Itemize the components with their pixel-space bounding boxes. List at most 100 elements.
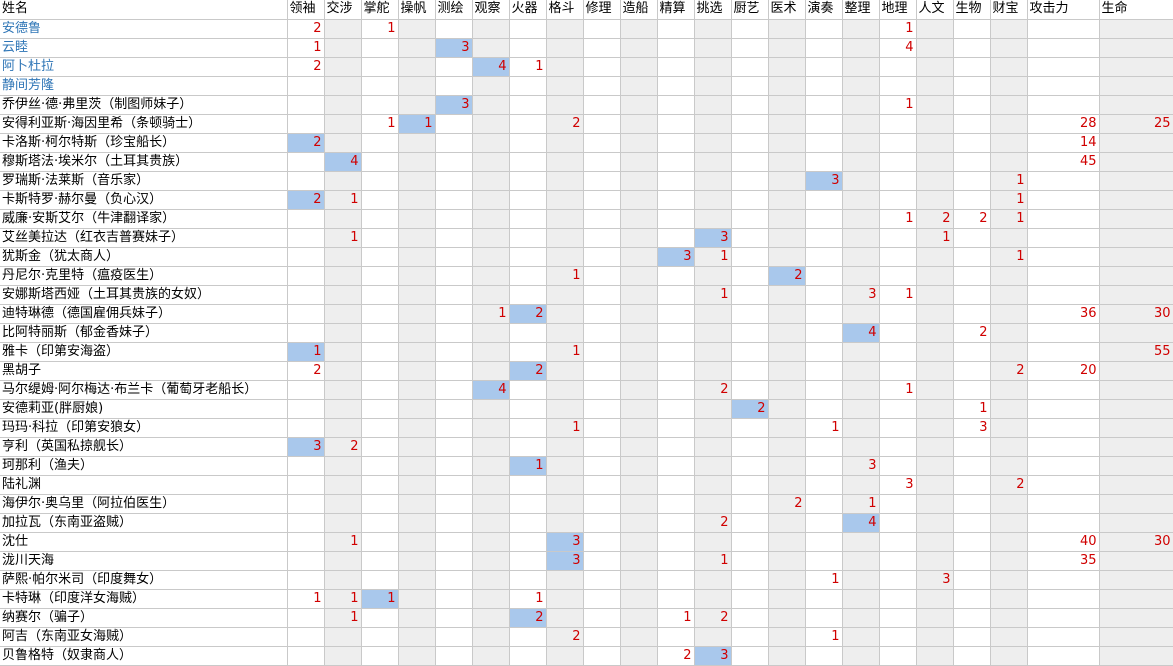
skill-cell[interactable] [990,323,1028,343]
life-cell[interactable] [1099,209,1173,229]
skill-cell[interactable] [361,361,399,381]
column-header[interactable]: 造船 [620,0,658,20]
character-name-cell[interactable]: 萨熙·帕尔米司（印度舞女） [0,570,288,590]
skill-cell[interactable] [805,304,843,324]
skill-cell[interactable] [990,532,1028,552]
skill-cell[interactable]: 4 [472,380,510,400]
skill-cell[interactable]: 3 [435,95,473,115]
skill-cell[interactable] [842,38,880,58]
skill-cell[interactable]: 1 [805,418,843,438]
skill-cell[interactable] [509,38,547,58]
skill-cell[interactable] [583,513,621,533]
skill-cell[interactable] [731,304,769,324]
skill-cell[interactable] [694,133,732,153]
character-name-cell[interactable]: 马尔缇姆·阿尔梅达·布兰卡（葡萄牙老船长） [0,380,288,400]
skill-cell[interactable] [879,494,917,514]
skill-cell[interactable] [842,266,880,286]
character-name-cell[interactable]: 雅卡（印第安海盗） [0,342,288,362]
character-name-cell[interactable]: 阿吉（东南亚女海贼） [0,627,288,647]
skill-cell[interactable] [842,190,880,210]
life-cell[interactable] [1099,608,1173,628]
skill-cell[interactable] [916,266,954,286]
skill-cell[interactable] [509,532,547,552]
skill-cell[interactable] [472,608,510,628]
skill-cell[interactable] [287,399,325,419]
skill-cell[interactable] [546,399,584,419]
attack-cell[interactable] [1027,437,1100,457]
skill-cell[interactable] [842,171,880,191]
skill-cell[interactable] [324,76,362,96]
skill-cell[interactable] [768,589,806,609]
skill-cell[interactable] [768,190,806,210]
attack-cell[interactable] [1027,570,1100,590]
skill-cell[interactable]: 2 [509,361,547,381]
skill-cell[interactable] [953,114,991,134]
skill-cell[interactable]: 1 [509,456,547,476]
skill-cell[interactable] [546,475,584,495]
skill-cell[interactable] [916,38,954,58]
skill-cell[interactable] [694,342,732,362]
life-cell[interactable] [1099,133,1173,153]
skill-cell[interactable]: 4 [472,57,510,77]
skill-cell[interactable] [768,627,806,647]
life-cell[interactable] [1099,285,1173,305]
column-header[interactable]: 医术 [768,0,806,20]
skill-cell[interactable] [805,19,843,39]
skill-cell[interactable] [435,608,473,628]
skill-cell[interactable] [768,171,806,191]
skill-cell[interactable] [435,285,473,305]
skill-cell[interactable]: 4 [879,38,917,58]
skill-cell[interactable] [287,570,325,590]
skill-cell[interactable] [731,57,769,77]
life-cell[interactable] [1099,646,1173,666]
attack-cell[interactable] [1027,209,1100,229]
life-cell[interactable] [1099,380,1173,400]
attack-cell[interactable]: 40 [1027,532,1100,552]
skill-cell[interactable] [916,285,954,305]
skill-cell[interactable] [953,304,991,324]
skill-cell[interactable] [435,114,473,134]
life-cell[interactable] [1099,57,1173,77]
skill-cell[interactable] [879,76,917,96]
skill-cell[interactable] [509,342,547,362]
skill-cell[interactable] [953,494,991,514]
skill-cell[interactable] [324,19,362,39]
skill-cell[interactable] [953,342,991,362]
skill-cell[interactable] [731,114,769,134]
skill-cell[interactable] [694,437,732,457]
skill-cell[interactable] [694,209,732,229]
skill-cell[interactable] [842,418,880,438]
skill-cell[interactable] [509,247,547,267]
skill-cell[interactable] [361,57,399,77]
skill-cell[interactable] [620,228,658,248]
skill-cell[interactable] [805,152,843,172]
skill-cell[interactable] [398,380,436,400]
skill-cell[interactable] [694,171,732,191]
skill-cell[interactable]: 2 [546,627,584,647]
skill-cell[interactable] [879,399,917,419]
skill-cell[interactable] [509,209,547,229]
skill-cell[interactable] [361,76,399,96]
column-header[interactable]: 观察 [472,0,510,20]
skill-cell[interactable] [361,608,399,628]
skill-cell[interactable] [768,57,806,77]
skill-cell[interactable]: 1 [879,380,917,400]
skill-cell[interactable] [546,361,584,381]
skill-cell[interactable] [879,171,917,191]
skill-cell[interactable] [953,152,991,172]
skill-cell[interactable] [287,171,325,191]
skill-cell[interactable] [472,456,510,476]
skill-cell[interactable] [324,114,362,134]
skill-cell[interactable] [657,551,695,571]
skill-cell[interactable] [324,209,362,229]
skill-cell[interactable] [842,608,880,628]
life-cell[interactable]: 30 [1099,304,1173,324]
skill-cell[interactable] [398,532,436,552]
skill-cell[interactable] [472,418,510,438]
skill-cell[interactable] [509,19,547,39]
skill-cell[interactable] [546,285,584,305]
skill-cell[interactable] [879,133,917,153]
character-name-cell[interactable]: 安德鲁 [0,19,288,39]
skill-cell[interactable] [916,342,954,362]
skill-cell[interactable] [916,19,954,39]
